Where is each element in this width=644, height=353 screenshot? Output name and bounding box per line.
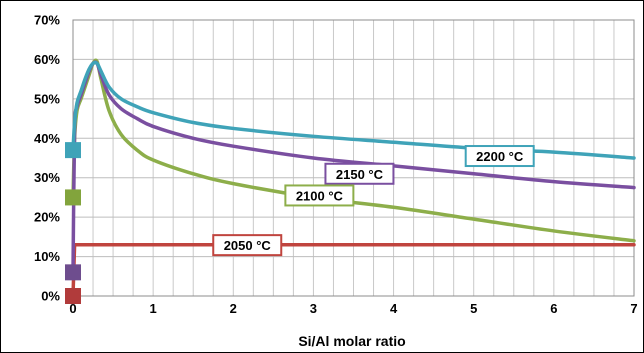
data-point-marker: [65, 288, 81, 304]
curve-label-text: 2100 °C: [296, 188, 344, 203]
curve-label: 2050 °C: [212, 234, 283, 257]
y-tick-label: 0%: [41, 289, 60, 304]
curve-label-box: [212, 234, 283, 257]
x-tick-label: 7: [630, 301, 637, 316]
curve-label-text: 2150 °C: [336, 167, 384, 182]
data-point-marker: [65, 264, 81, 281]
curve-labels: 2200 °C 2150 °C 2100 °C 2050 °C: [212, 145, 535, 257]
x-tick-label: 5: [470, 301, 477, 316]
y-tick-label: 60%: [34, 52, 60, 67]
y-tick-label: 40%: [34, 131, 60, 146]
x-tick-label: 0: [69, 301, 76, 316]
curve-label-box: [284, 184, 355, 207]
curve-label-box: [464, 145, 535, 168]
curve-label: 2100 °C: [284, 184, 355, 207]
x-tick-label: 1: [150, 301, 157, 316]
x-axis-label: Si/Al molar ratio: [298, 333, 405, 349]
x-tick-label: 6: [550, 301, 557, 316]
y-tick-label: 30%: [34, 170, 60, 185]
x-tick-label: 2: [230, 301, 237, 316]
y-tick-label: 20%: [34, 210, 60, 225]
curve-label-text: 2200 °C: [476, 149, 524, 164]
x-tick-label: 3: [310, 301, 317, 316]
data-point-marker: [65, 189, 81, 206]
y-tick-label: 70%: [34, 13, 60, 28]
y-tick-label: 10%: [34, 249, 60, 264]
curve-label: 2200 °C: [464, 145, 535, 168]
curve-label: 2150 °C: [324, 162, 395, 185]
series-markers: [65, 142, 81, 304]
data-point-marker: [65, 142, 81, 159]
grid: [72, 19, 635, 297]
y-tick-label: 50%: [34, 91, 60, 106]
curve-label-text: 2050 °C: [224, 238, 272, 253]
x-tick-label: 4: [390, 301, 398, 316]
curve-label-box: [324, 162, 395, 185]
series-line: [71, 60, 636, 160]
